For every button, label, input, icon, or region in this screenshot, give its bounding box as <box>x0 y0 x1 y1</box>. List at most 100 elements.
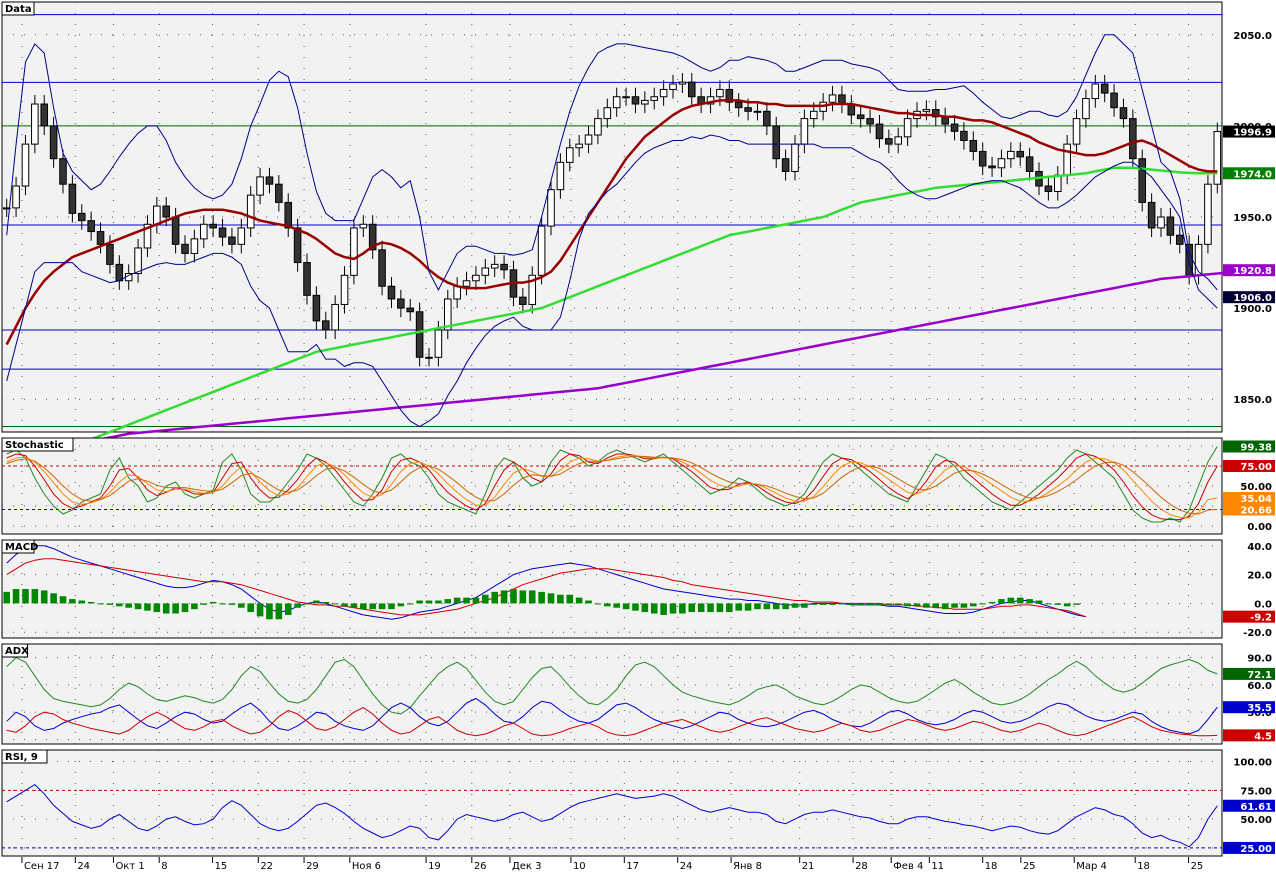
candle-body <box>950 123 959 132</box>
macd-bar <box>716 603 724 613</box>
candle-body <box>68 183 77 214</box>
candle-body <box>894 136 903 145</box>
macd-bar <box>951 603 958 608</box>
x-tick-label: Фев 4 <box>893 861 923 872</box>
candle-body <box>425 356 433 359</box>
macd-bar <box>472 597 480 604</box>
macd-bar <box>500 590 508 604</box>
macd-bar <box>78 600 86 604</box>
macd-bar <box>331 603 339 605</box>
macd-bar <box>557 594 564 604</box>
x-tick-label: Окт 1 <box>115 861 144 872</box>
macd-bar <box>848 603 855 605</box>
candle-body <box>284 201 293 229</box>
candle-body <box>415 311 424 358</box>
axis-marker-label: 35.5 <box>1247 703 1272 714</box>
candle-body <box>228 236 236 245</box>
candle-body <box>612 96 621 109</box>
macd-bar <box>116 603 123 607</box>
candle-body <box>256 176 264 196</box>
macd-bar <box>397 603 405 607</box>
candle-body <box>678 81 687 85</box>
axis-marker <box>1223 125 1275 138</box>
candle-body <box>387 285 396 300</box>
candle-body <box>931 109 940 118</box>
x-tick-label: Янв 8 <box>733 861 762 872</box>
series-line-MA20 <box>5 99 1218 346</box>
macd-bar <box>69 599 76 604</box>
candle-body <box>321 320 330 331</box>
y-tick-label: -20.0 <box>1243 628 1272 639</box>
macd-bar <box>275 603 283 620</box>
candle-body <box>378 249 386 287</box>
panel-frame <box>1 749 1223 857</box>
candle-body <box>1175 234 1184 245</box>
macd-bar <box>256 603 264 617</box>
macd-bar <box>838 603 846 605</box>
candle-body <box>340 274 349 305</box>
y-tick-label: 30.0 <box>1247 708 1272 719</box>
macd-bar <box>350 603 358 608</box>
macd-bar <box>1016 597 1024 604</box>
macd-bar <box>134 603 142 610</box>
macd-bar <box>669 603 677 614</box>
macd-bar <box>435 600 442 604</box>
candle-body <box>800 118 809 145</box>
x-tick-label: 29 <box>306 861 319 872</box>
macd-bar <box>754 603 761 610</box>
y-tick-label: 60.0 <box>1247 681 1272 692</box>
macd-bar <box>87 601 95 604</box>
macd-bar <box>744 603 752 611</box>
macd-bar <box>369 603 376 610</box>
macd-bar <box>1063 603 1071 607</box>
candle-body <box>1194 243 1203 276</box>
candle-body <box>528 274 537 305</box>
candle-body <box>199 223 208 240</box>
macd-bar <box>31 589 39 604</box>
macd-bar <box>200 603 208 605</box>
macd-bar <box>388 603 395 610</box>
candle-body <box>265 176 274 185</box>
series-line-rsi <box>6 783 1218 848</box>
y-tick-label: 100.00 <box>1233 758 1272 769</box>
macd-bar <box>941 603 949 610</box>
candle-body <box>875 123 884 140</box>
candle-body <box>1044 185 1053 192</box>
y-tick-label: 0.00 <box>1247 522 1272 533</box>
candle-body <box>96 231 105 245</box>
candle-body <box>275 183 283 203</box>
candle-body <box>1166 216 1175 236</box>
macd-bar <box>970 603 977 607</box>
candle-body <box>77 212 86 222</box>
candle-body <box>603 107 612 120</box>
candle-body <box>312 294 321 322</box>
macd-bar <box>772 603 780 610</box>
candle-body <box>556 161 565 191</box>
candle-body <box>725 88 734 103</box>
macd-bar <box>594 603 602 605</box>
candle-body <box>40 103 49 127</box>
candle-body <box>885 138 893 145</box>
candle-body <box>753 110 762 113</box>
axis-marker <box>1223 729 1275 742</box>
panel-title-box <box>1 539 35 554</box>
candle-body <box>331 303 339 331</box>
macd-bar <box>613 603 620 608</box>
candle-body <box>1129 118 1137 160</box>
candle-body <box>293 227 302 264</box>
axis-marker <box>1223 667 1275 680</box>
candle-body <box>1100 83 1109 94</box>
macd-bar <box>726 603 733 613</box>
panel-title: Stochastic <box>5 440 64 451</box>
macd-bar <box>528 590 536 604</box>
panel-0: 1850.01900.01950.02000.02050.01996.91974… <box>1 1 1275 474</box>
series-line-macd <box>6 545 1086 620</box>
candle-body <box>143 223 152 249</box>
series-line-slow3 <box>6 455 1218 515</box>
candle-body <box>1063 143 1071 176</box>
macd-bar <box>979 603 986 605</box>
x-tick-label: 15 <box>215 861 228 872</box>
candle-body <box>472 274 480 282</box>
